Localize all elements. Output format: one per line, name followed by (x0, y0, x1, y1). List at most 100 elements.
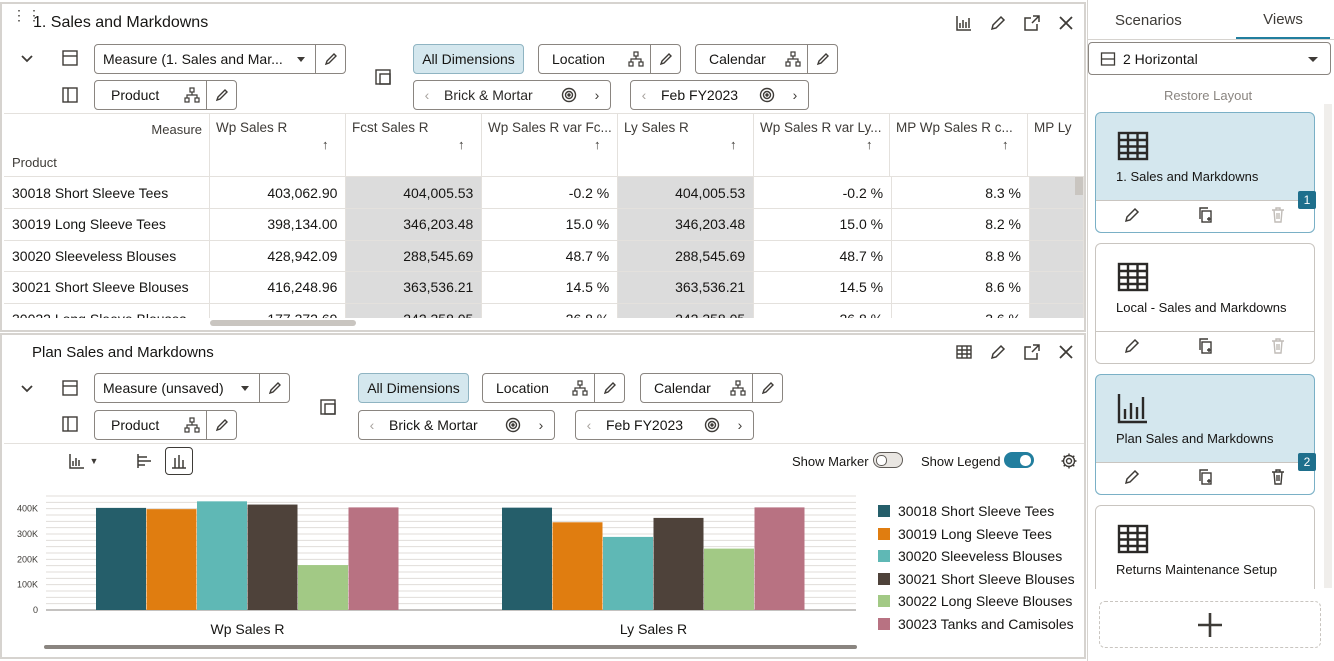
location-dimension-box[interactable]: Location (482, 373, 625, 403)
show-legend-toggle[interactable] (1004, 452, 1034, 468)
pivot-icon[interactable] (371, 65, 395, 89)
chart-type-menu-icon[interactable]: ▼ (62, 449, 104, 473)
edit-calendar-icon[interactable] (752, 374, 782, 402)
table-cell[interactable]: 8.3 % (891, 177, 1030, 209)
table-cell[interactable]: 48.7 % (481, 240, 619, 272)
tab-views[interactable]: Views (1236, 2, 1330, 39)
table-cell[interactable]: 8.8 % (891, 240, 1030, 272)
table-cell[interactable]: -0.2 % (481, 177, 619, 209)
table-cell[interactable]: 14.5 % (481, 271, 619, 304)
duplicate-icon[interactable] (1196, 337, 1214, 358)
sort-arrow-icon[interactable]: ↑ (322, 137, 329, 152)
table-cell[interactable]: 48.7 % (753, 240, 893, 272)
hierarchy-icon[interactable] (178, 87, 206, 103)
table-cell[interactable]: 416,248.96 (209, 271, 347, 304)
table-cell[interactable]: 15.0 % (753, 208, 893, 241)
sidebar-scrollbar[interactable] (1324, 104, 1332, 588)
location-navigator[interactable]: ‹ Brick & Mortar › (413, 80, 611, 110)
table-cell[interactable]: 242,358.05 (345, 303, 483, 318)
table-cell[interactable]: 8.2 % (891, 208, 1030, 241)
chart-view-icon[interactable] (952, 11, 976, 35)
view-card[interactable]: Returns Maintenance Setup (1095, 505, 1315, 589)
table-cell[interactable]: 15.0 % (481, 208, 619, 241)
restore-layout-button[interactable]: Restore Layout (1164, 88, 1253, 103)
horizontal-bar-icon[interactable] (133, 449, 157, 473)
hierarchy-icon[interactable] (724, 380, 752, 396)
vertical-bar-icon[interactable] (165, 447, 193, 475)
prev-calendar-icon[interactable]: ‹ (641, 87, 647, 103)
hierarchy-icon[interactable] (566, 380, 594, 396)
target-icon[interactable] (697, 417, 727, 433)
prev-location-icon[interactable]: ‹ (424, 87, 430, 103)
row-header[interactable]: 30020 Sleeveless Blouses (4, 240, 211, 272)
rows-layout-icon[interactable] (58, 46, 82, 70)
table-row[interactable]: 30020 Sleeveless Blouses 428,942.09 288,54… (4, 240, 1084, 272)
row-header[interactable]: 30021 Short Sleeve Blouses (4, 271, 211, 304)
pivot-icon[interactable] (316, 395, 340, 419)
edit-icon[interactable] (1123, 206, 1141, 227)
next-calendar-icon[interactable]: › (792, 87, 798, 103)
edit-location-icon[interactable] (594, 374, 624, 402)
table-cell[interactable]: 177,372.69 (209, 303, 347, 318)
collapse-chevron-icon[interactable] (15, 46, 39, 70)
all-dimensions-button[interactable]: All Dimensions (358, 373, 469, 403)
table-cell[interactable]: 8.6 % (891, 271, 1030, 304)
table-view-icon[interactable] (952, 340, 976, 364)
table-row[interactable]: 30019 Long Sleeve Tees 398,134.00 346,203.… (4, 208, 1084, 241)
edit-icon[interactable] (986, 340, 1010, 364)
table-cell[interactable] (1029, 303, 1084, 318)
add-view-button[interactable] (1099, 601, 1321, 648)
table-row[interactable]: 30022 Long Sleeve Blouses177,372.69242,3… (4, 303, 1084, 318)
row-header[interactable]: 30018 Short Sleeve Tees (4, 177, 211, 209)
table-cell[interactable] (1029, 208, 1084, 241)
table-cell[interactable]: -26.8 % (481, 303, 619, 318)
next-calendar-icon[interactable]: › (737, 417, 743, 433)
caret-down-icon[interactable] (231, 380, 259, 396)
view-card[interactable]: Plan Sales and Markdowns 2 (1095, 374, 1316, 495)
hierarchy-icon[interactable] (622, 51, 650, 67)
measure-selector[interactable]: Measure (1. Sales and Mar... (94, 44, 346, 74)
table-cell[interactable]: 428,942.09 (209, 240, 347, 272)
delete-icon[interactable] (1269, 468, 1287, 489)
table-cell[interactable]: 404,005.53 (345, 177, 483, 209)
edit-measure-icon[interactable] (259, 374, 289, 402)
settings-gear-icon[interactable] (1057, 449, 1081, 473)
rows-layout-icon[interactable] (58, 376, 82, 400)
table-row[interactable]: 30021 Short Sleeve Blouses 416,248.96 363,… (4, 271, 1084, 304)
caret-down-icon[interactable] (1296, 51, 1330, 67)
column-header[interactable]: Ly Sales R (624, 120, 689, 135)
table-cell[interactable]: 14.5 % (753, 271, 893, 304)
legend-item[interactable]: 30022 Long Sleeve Blouses (878, 593, 1072, 609)
tab-scenarios[interactable]: Scenarios (1115, 12, 1182, 29)
table-cell[interactable]: 404,005.53 (617, 177, 755, 209)
legend-item[interactable]: 30019 Long Sleeve Tees (878, 526, 1052, 542)
measure-selector[interactable]: Measure (unsaved) (94, 373, 290, 403)
prev-calendar-icon[interactable]: ‹ (586, 417, 592, 433)
edit-measure-icon[interactable] (315, 45, 345, 73)
column-header[interactable]: MP Ly (1034, 120, 1072, 135)
column-header[interactable]: Fcst Sales R (352, 120, 429, 135)
horizontal-scrollbar[interactable] (210, 320, 356, 326)
view-card[interactable]: Local - Sales and Markdowns (1095, 243, 1315, 364)
table-cell[interactable]: -26.8 % (753, 303, 893, 318)
target-icon[interactable] (498, 417, 528, 433)
layout-select[interactable]: 2 Horizontal (1088, 42, 1331, 75)
table-cell[interactable] (1029, 177, 1084, 209)
table-cell[interactable]: 363,536.21 (617, 271, 755, 304)
legend-item[interactable]: 30023 Tanks and Camisoles (878, 616, 1074, 632)
next-location-icon[interactable]: › (594, 87, 600, 103)
calendar-dimension-box[interactable]: Calendar (640, 373, 783, 403)
table-cell[interactable] (1029, 271, 1084, 304)
all-dimensions-button[interactable]: All Dimensions (413, 44, 524, 74)
close-icon[interactable] (1054, 11, 1078, 35)
location-navigator[interactable]: ‹ Brick & Mortar › (358, 410, 555, 440)
sort-arrow-icon[interactable]: ↑ (866, 137, 873, 152)
edit-product-icon[interactable] (206, 411, 236, 439)
table-cell[interactable]: 288,545.69 (345, 240, 483, 272)
close-icon[interactable] (1054, 340, 1078, 364)
edit-icon[interactable] (1123, 468, 1141, 489)
product-dimension-box[interactable]: Product (94, 80, 237, 110)
column-header[interactable]: Wp Sales R (216, 120, 288, 135)
vertical-scrollbar[interactable] (1075, 177, 1083, 195)
location-dimension-box[interactable]: Location (538, 44, 681, 74)
